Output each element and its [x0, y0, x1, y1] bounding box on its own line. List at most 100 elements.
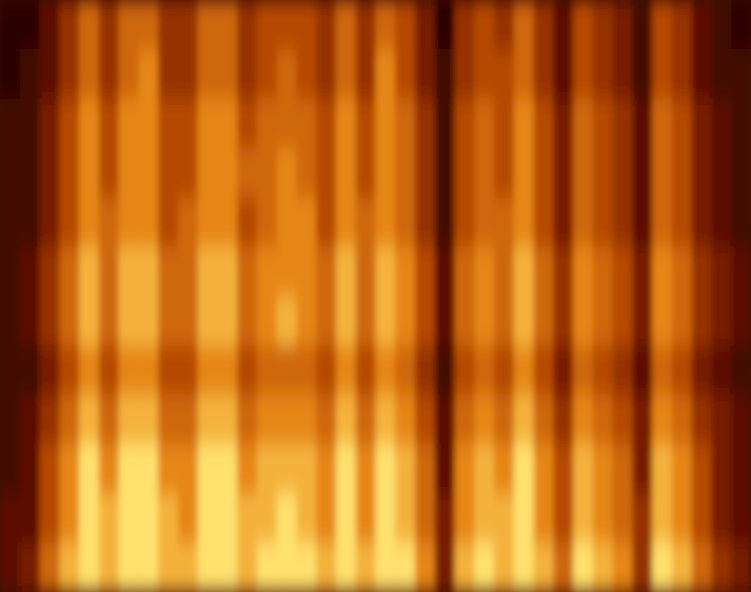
cell — [356, 543, 376, 592]
cell — [455, 197, 475, 247]
cell — [415, 493, 435, 543]
cell — [672, 345, 692, 395]
cell — [198, 247, 218, 297]
cell — [217, 148, 237, 198]
cell — [277, 395, 297, 445]
cell — [356, 493, 376, 543]
cell — [316, 0, 336, 50]
cell — [692, 0, 712, 50]
cell — [158, 493, 178, 543]
cell — [474, 444, 494, 494]
cell — [296, 296, 316, 346]
cell — [237, 99, 257, 149]
cell — [257, 543, 277, 592]
cell — [435, 493, 455, 543]
cell — [376, 247, 396, 297]
cell — [316, 493, 336, 543]
cell — [553, 345, 573, 395]
cell — [711, 543, 731, 592]
cell — [217, 197, 237, 247]
cell — [0, 444, 20, 494]
cell — [336, 197, 356, 247]
cell — [652, 345, 672, 395]
cell — [237, 493, 257, 543]
cell — [534, 543, 554, 592]
cell — [593, 148, 613, 198]
cell — [237, 296, 257, 346]
cell — [296, 247, 316, 297]
cell — [20, 296, 40, 346]
cell — [672, 395, 692, 445]
cell — [217, 543, 237, 592]
cell — [99, 345, 119, 395]
cell — [711, 444, 731, 494]
cell — [534, 444, 554, 494]
cell — [395, 543, 415, 592]
cell — [336, 247, 356, 297]
cell — [59, 493, 79, 543]
cell — [158, 99, 178, 149]
cell — [40, 49, 60, 99]
cell — [237, 444, 257, 494]
cell — [99, 148, 119, 198]
cell — [711, 99, 731, 149]
cell — [198, 345, 218, 395]
cell — [376, 345, 396, 395]
cell — [711, 0, 731, 50]
cell — [79, 444, 99, 494]
cell — [474, 49, 494, 99]
cell — [553, 99, 573, 149]
cell — [79, 49, 99, 99]
cell — [20, 247, 40, 297]
cell — [672, 148, 692, 198]
cell — [336, 444, 356, 494]
cell — [40, 99, 60, 149]
cell — [474, 247, 494, 297]
cell — [553, 395, 573, 445]
cell — [613, 543, 633, 592]
cell — [257, 49, 277, 99]
cell — [99, 543, 119, 592]
cell — [573, 197, 593, 247]
cell — [672, 543, 692, 592]
cell — [534, 345, 554, 395]
cell — [217, 493, 237, 543]
cell — [20, 148, 40, 198]
cell — [376, 493, 396, 543]
cell — [652, 197, 672, 247]
cell — [494, 0, 514, 50]
cell — [376, 444, 396, 494]
cell — [296, 543, 316, 592]
cell — [632, 197, 652, 247]
cell — [632, 247, 652, 297]
cell — [415, 444, 435, 494]
cell — [711, 493, 731, 543]
cell — [59, 345, 79, 395]
cell — [20, 493, 40, 543]
cell — [553, 493, 573, 543]
cell — [356, 395, 376, 445]
cell — [435, 99, 455, 149]
cell — [731, 493, 751, 543]
cell — [336, 345, 356, 395]
cell — [59, 395, 79, 445]
cell — [613, 345, 633, 395]
cell — [455, 247, 475, 297]
cell — [138, 543, 158, 592]
cell — [277, 345, 297, 395]
cell — [0, 99, 20, 149]
cell — [672, 197, 692, 247]
cell — [316, 49, 336, 99]
cell — [59, 296, 79, 346]
cell — [257, 247, 277, 297]
cell — [514, 49, 534, 99]
cell — [376, 148, 396, 198]
cell — [435, 444, 455, 494]
cell — [395, 49, 415, 99]
cell — [455, 444, 475, 494]
cell — [376, 395, 396, 445]
cell — [178, 395, 198, 445]
cell — [553, 543, 573, 592]
cell — [455, 296, 475, 346]
cell — [178, 444, 198, 494]
